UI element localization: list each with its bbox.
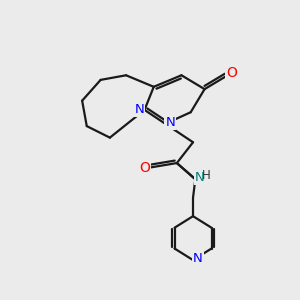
Text: N: N bbox=[135, 103, 144, 116]
Text: N: N bbox=[195, 171, 204, 184]
Text: N: N bbox=[166, 116, 175, 129]
Text: N: N bbox=[193, 252, 203, 266]
Text: O: O bbox=[139, 161, 150, 175]
Text: O: O bbox=[226, 66, 237, 80]
Text: H: H bbox=[202, 169, 211, 182]
